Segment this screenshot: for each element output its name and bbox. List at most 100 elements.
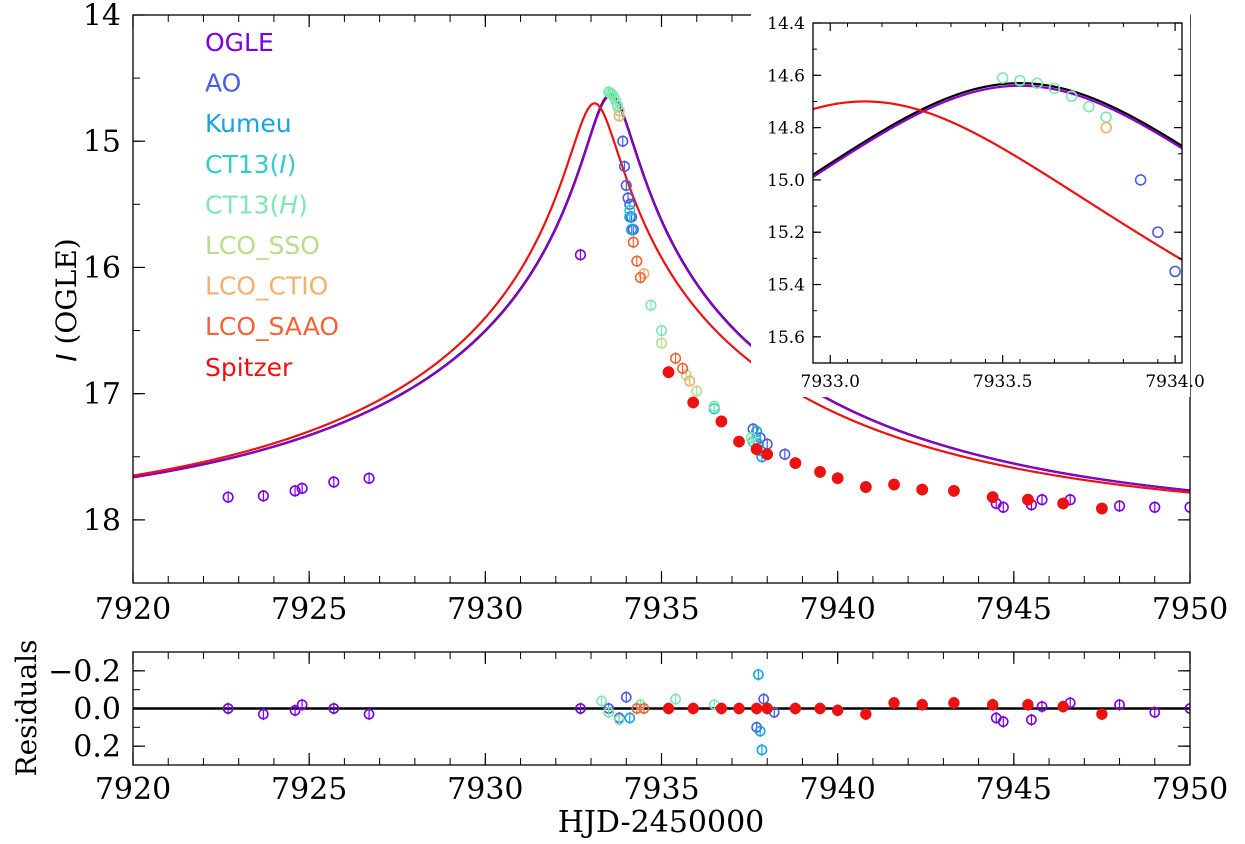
point-ogle [289,485,301,497]
main-ytick-label: 17 [83,377,121,412]
point-spitzer [948,484,960,497]
residuals-xtick-label: 7930 [447,772,523,807]
legend-entry-italic: H [279,190,298,219]
residuals-xtick-label: 7925 [271,772,347,807]
point-kumeu [756,744,768,756]
point-lco-saao [638,703,650,714]
point-ogle [296,482,308,494]
main-xtick-label: 7950 [1152,592,1228,627]
point-lco-ctio [638,268,650,280]
point-ao [758,693,770,705]
inset-background [813,23,1182,363]
point-ct13-i [624,205,636,217]
legend-entry: AO [205,69,241,98]
point-spitzer [859,481,872,493]
point-ogle [296,699,308,711]
legend-entry-suffix: ) [287,150,297,179]
point-spitzer [814,466,826,478]
residuals-panel: 7920 7925 7930 7935 7940 7945 7950 −0.20.00.2 [48,651,1228,807]
point-lco-saao [631,703,643,714]
point-spitzer [750,702,763,715]
point-lco-saao [634,271,646,284]
inset-ytick-label: 15.6 [767,328,805,348]
legend-entry: Kumeu [205,109,292,138]
residuals-xtick-label: 7940 [799,772,875,807]
main-light-curve-panel: 7920 7925 7930 7935 7940 7945 7950 14 15 16 17 18 [83,0,1228,627]
inset-xtick-label: 7933.5 [973,372,1032,392]
legend-entry: LCO_CTIO [205,272,328,301]
inset-frame [812,22,1183,364]
point-spitzer [888,697,900,709]
point-ogle [1114,699,1125,711]
point-spitzer [831,704,844,717]
point-lco-ctio [1100,121,1112,134]
point-kumeu [754,725,766,737]
model-curve-2 [813,100,1182,262]
point-ct13-h [670,693,681,705]
legend-entry-label: Kumeu [205,109,292,138]
main-ytick-label: 15 [83,125,121,160]
main-xtick-label: 7935 [623,592,699,627]
point-ogle [289,704,301,716]
point-ogle [222,491,234,503]
point-ogle [257,708,269,720]
legend-entry-label: OGLE [205,28,274,57]
main-xtick-label: 7925 [271,592,347,627]
point-spitzer [948,697,960,709]
point-spitzer [1096,502,1108,515]
main-ylabel-italic: I [50,353,83,361]
point-ao [1134,174,1147,186]
main-ylabel-rest: (OGLE) [50,238,83,353]
point-ao [1152,226,1164,239]
point-spitzer [860,708,872,720]
point-ct13-h [596,695,608,707]
point-lco-sso [691,385,703,397]
point-ct13-h [1083,100,1095,113]
point-spitzer [1057,497,1070,510]
point-kumeu [752,669,764,680]
legend-entry-label: CT13( [205,190,279,219]
point-ogle [1036,494,1048,506]
main-xtick-label: 7920 [95,592,171,627]
point-ct13-h [606,88,618,101]
point-ogle [997,501,1009,513]
point-ct13-h [745,432,757,444]
point-ao [1169,265,1181,278]
point-spitzer [1057,700,1069,713]
point-ao [779,448,791,460]
inset-xtick-label: 7933.0 [801,372,860,392]
point-ct13-h [1014,74,1026,87]
point-spitzer [814,702,826,715]
point-ct13-h [996,72,1009,84]
point-lco-saao [631,255,643,267]
point-ogle [575,703,586,714]
point-spitzer [733,702,745,715]
inset-xtick-label: 7934.0 [1145,372,1204,392]
legend-entry: CT13(I) [205,150,296,179]
legend-entry: Spitzer [205,353,293,382]
point-spitzer [715,702,728,715]
legend-entry: LCO_SAAO [205,312,339,341]
main-ylabel: I (OGLE) [50,238,83,361]
point-lco-sso [680,369,692,381]
point-spitzer [687,702,699,715]
point-ct13-h [645,299,657,311]
point-ogle [328,703,340,714]
point-lco-saao [677,362,689,375]
point-lco-ctio [613,110,625,122]
legend-entry: LCO_SSO [205,231,320,260]
point-spitzer [715,415,728,428]
point-spitzer [733,435,745,448]
legend-entry-label: CT13( [205,150,279,179]
point-ogle [1149,706,1161,718]
point-ogle [1113,500,1126,512]
inset-ytick-label: 14.8 [767,119,805,139]
point-spitzer [1096,708,1108,720]
point-ct13-h [1031,77,1043,89]
point-spitzer [986,491,999,504]
residuals-plot-area [133,668,1190,756]
model-curve-1 [133,94,1190,492]
point-ogle [363,472,375,484]
point-spitzer [789,702,802,715]
